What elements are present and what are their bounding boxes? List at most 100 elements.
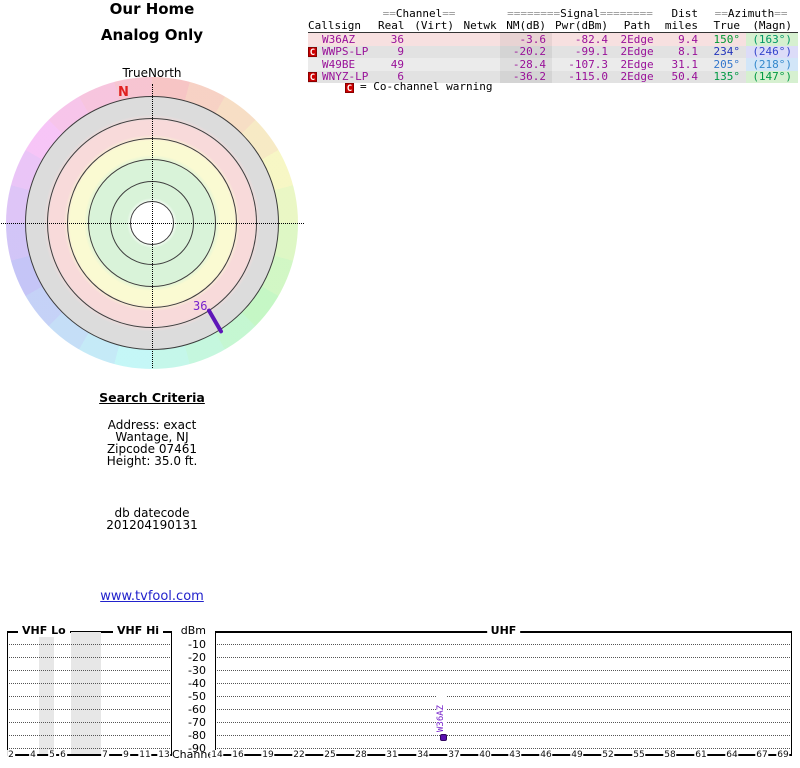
dbm-tick-label: -20 [188, 651, 206, 664]
table-header-groups: ==Channel== ========Signal======== Dist … [308, 8, 798, 20]
dbm-gridline [217, 709, 790, 710]
co-channel-warning-icon: C [308, 72, 317, 83]
channel-tick-label: 40 [478, 750, 492, 760]
dbm-axis-title: dBm [180, 624, 206, 637]
table-column-headers: Callsign Real (Virt) Netwk NM(dB) Pwr(dB… [308, 20, 799, 33]
co-channel-warning-icon: C [308, 47, 317, 58]
channel-tick-label: 52 [601, 750, 615, 760]
channel-tick-label: 16 [231, 750, 245, 760]
dbm-tick-label: -90 [188, 742, 206, 755]
dbm-gridline [9, 683, 170, 684]
true-north-label: TrueNorth [122, 66, 182, 80]
dbm-gridline [9, 735, 170, 736]
channel-tick-label: 25 [323, 750, 337, 760]
dbm-gridline [9, 722, 170, 723]
channel-group-header: ==Channel== [382, 8, 456, 20]
channel-tick-label: 55 [632, 750, 646, 760]
channel-tick-label: 49 [570, 750, 584, 760]
dist-group-header: Dist [671, 8, 699, 20]
channel-tick-label: 37 [447, 750, 461, 760]
uhf-title: UHF [486, 624, 521, 637]
dbm-tick-label: -50 [188, 690, 206, 703]
channel-tick-label: 28 [354, 750, 368, 760]
radar-titles: Our Home Analog Only [0, 0, 304, 44]
dbm-tick-label: -60 [188, 703, 206, 716]
magnetic-north-label: N [118, 85, 129, 100]
dbm-gridline [217, 722, 790, 723]
channel-tick-label: 43 [508, 750, 522, 760]
dbm-tick-label: -70 [188, 716, 206, 729]
channel-tick-label: 58 [663, 750, 677, 760]
channel-tick-label: 13 [157, 750, 171, 760]
dbm-gridline [9, 709, 170, 710]
azimuth-polar-plot: N 36 [1, 77, 304, 369]
site-link-wrap: www.tvfool.com [0, 589, 304, 604]
channel-tick-label: 14 [210, 750, 224, 760]
w36az-bar-label: W36AZ [436, 690, 447, 733]
dbm-tick-label: -30 [188, 664, 206, 677]
channel-tick-label: 67 [755, 750, 769, 760]
dbm-gridline [9, 657, 170, 658]
zipcode-line: Zipcode 07461 [106, 442, 198, 456]
spectrum-chart: VHF Lo VHF Hi UHF dBm Channel W36AZ -10-… [0, 620, 800, 768]
report-title: Our Home [109, 0, 195, 18]
channel-tick-label: 31 [385, 750, 399, 760]
dbm-gridline [9, 696, 170, 697]
dbm-gridline [217, 748, 790, 749]
fm-gap-band [71, 632, 101, 754]
legend-text: = Co-channel warning [360, 80, 493, 93]
city-line: Wantage, NJ [115, 430, 189, 444]
dbm-gridline [217, 670, 790, 671]
azimuth-group-header: ==Azimuth== [714, 8, 788, 20]
channel-tick-label: 69 [776, 750, 790, 760]
channel-tick-label: 2 [7, 750, 15, 760]
search-criteria: Search Criteria Address: exact Wantage, … [0, 390, 304, 531]
channel-tick-label: 7 [101, 750, 109, 760]
channel-tick-label: 4 [29, 750, 37, 760]
dbm-tick-label: -80 [188, 729, 206, 742]
uhf-panel: UHF [215, 624, 792, 756]
height-line: Height: 35.0 ft. [106, 454, 198, 468]
db-datecode-value: 201204190131 [106, 518, 198, 532]
search-criteria-heading: Search Criteria [99, 390, 205, 405]
channel-tick-label: 46 [539, 750, 553, 760]
table-row: W49BE 49 -28.4 -107.3 2Edge 31.1 205° (2… [308, 58, 799, 71]
channel-tick-label: 9 [122, 750, 130, 760]
db-datecode-label: db datecode [114, 506, 190, 520]
channel-tick-label: 22 [292, 750, 306, 760]
vhf-hi-title: VHF Hi [113, 624, 164, 637]
station-36-label: 36 [193, 299, 208, 313]
w36az-signal-bar [439, 734, 447, 742]
channel-tick-label: 19 [261, 750, 275, 760]
vhf-panel: VHF Lo VHF Hi [7, 624, 172, 756]
tvfool-link[interactable]: www.tvfool.com [100, 589, 204, 604]
table-row: W36AZ 36 -3.6 -82.4 2Edge 9.4 150° (163°… [308, 32, 799, 46]
callsign-cell: W49BE [320, 58, 378, 71]
station-table: ==Channel== ========Signal======== Dist … [308, 8, 800, 83]
dbm-tick-label: -10 [188, 638, 206, 651]
channel-gap-band [39, 632, 54, 754]
co-channel-legend: C = Co-channel warning [345, 80, 493, 94]
channel-tick-label: 64 [725, 750, 739, 760]
callsign-cell: WWPS-LP [320, 46, 378, 58]
dbm-gridline [9, 748, 170, 749]
vhf-lo-title: VHF Lo [18, 624, 70, 637]
dbm-gridline [217, 644, 790, 645]
report-subtitle: Analog Only [100, 26, 204, 44]
dbm-gridline [217, 657, 790, 658]
north-south-axis [152, 84, 153, 368]
channel-tick-label: 61 [694, 750, 708, 760]
channel-tick-label: 34 [416, 750, 430, 760]
signal-group-header: ========Signal======== [507, 8, 653, 20]
table-row: C WNYZ-LP 6 -36.2 -115.0 2Edge 50.4 135°… [308, 71, 799, 83]
dbm-gridline [9, 644, 170, 645]
callsign-cell: W36AZ [320, 32, 378, 46]
table-row: C WWPS-LP 9 -20.2 -99.1 2Edge 8.1 234° (… [308, 46, 799, 58]
callsign-cell: WNYZ-LP [320, 71, 378, 83]
dbm-tick-label: -40 [188, 677, 206, 690]
dbm-gridline [217, 735, 790, 736]
address-line: Address: exact [107, 418, 197, 432]
channel-tick-label: 11 [138, 750, 152, 760]
dbm-gridline [217, 696, 790, 697]
